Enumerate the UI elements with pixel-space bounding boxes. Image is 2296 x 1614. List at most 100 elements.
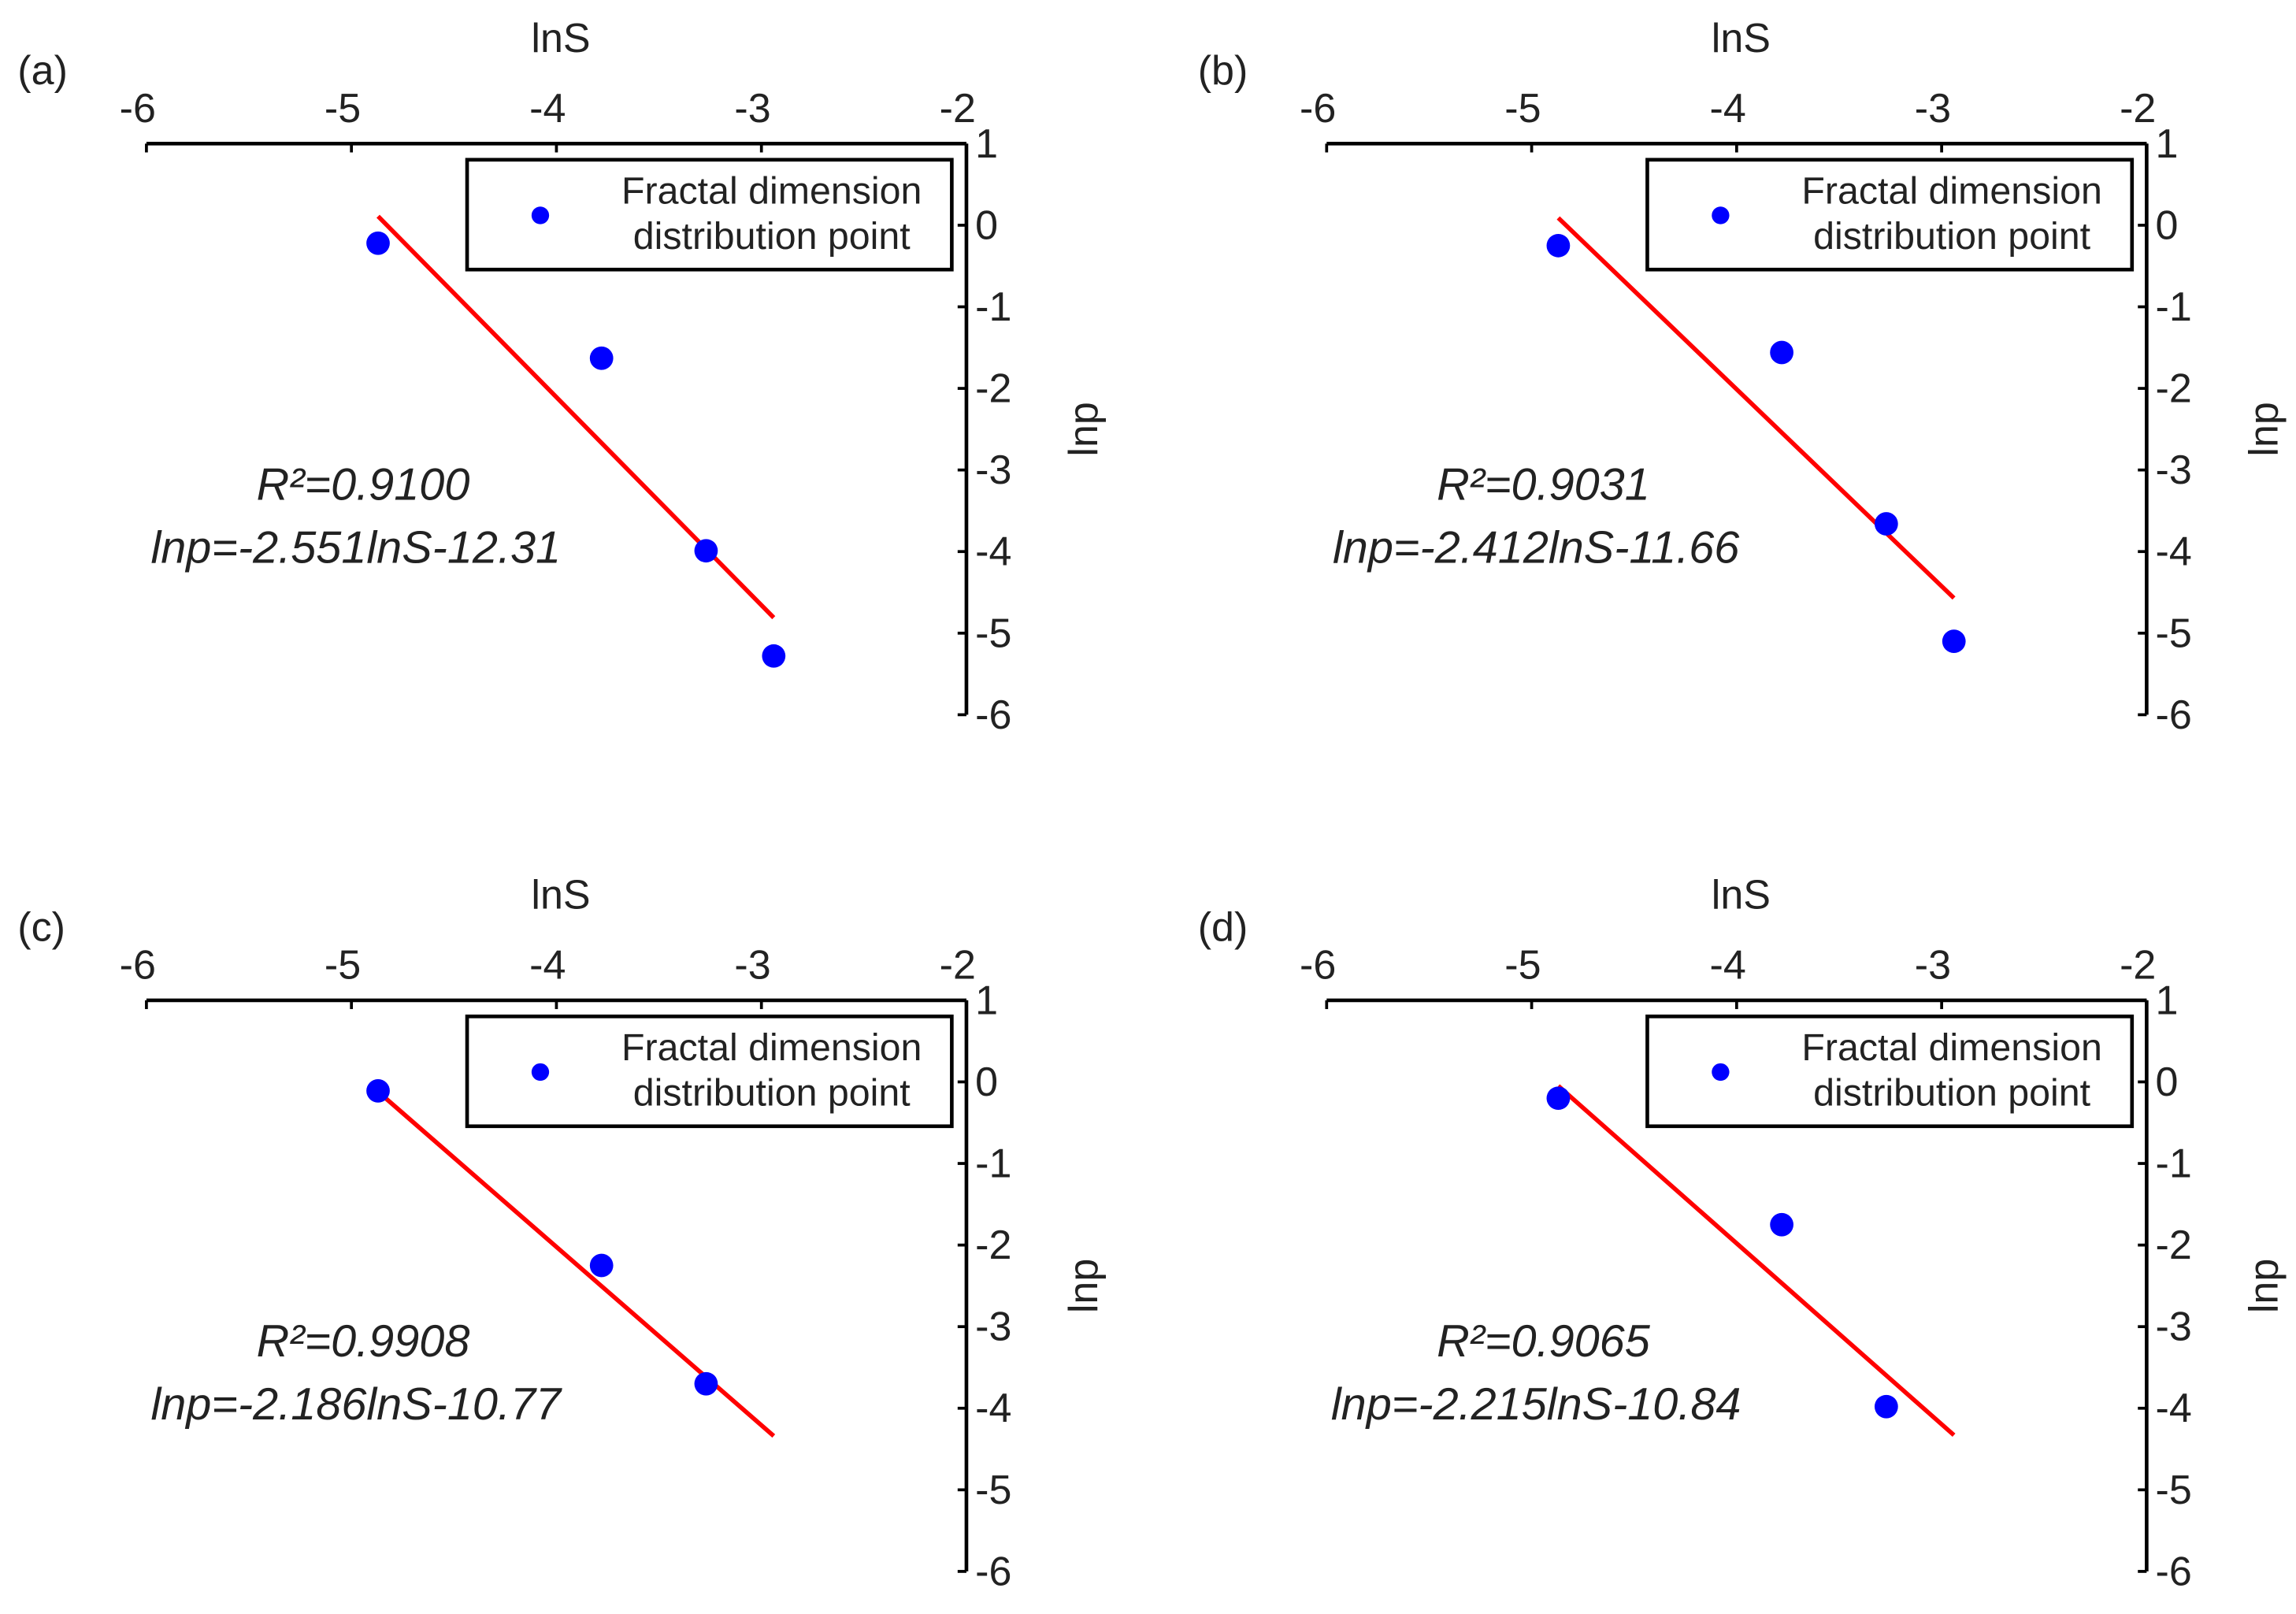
data-point — [1546, 233, 1571, 258]
x-tick-label: -4 — [1710, 86, 1746, 132]
panel-label: (c) — [17, 904, 65, 950]
annotation: R²=0.9100 — [257, 459, 470, 510]
y-axis-label: lnp — [1061, 1259, 1107, 1313]
x-tick-label: -4 — [529, 943, 566, 989]
x-tick-label: -6 — [120, 86, 156, 132]
x-tick-label: -6 — [1300, 943, 1336, 989]
y-tick-label: 1 — [975, 121, 998, 167]
x-tick-label: -2 — [940, 943, 976, 989]
y-tick-label: -1 — [2156, 284, 2192, 330]
legend-marker — [531, 1063, 550, 1082]
x-axis-label: lnS — [531, 16, 590, 61]
legend-entry: Fractal dimension distribution point — [621, 168, 922, 258]
y-axis-label: lnp — [2242, 402, 2287, 456]
panel-label: (b) — [1198, 48, 1248, 94]
y-tick-label: -2 — [975, 366, 1011, 412]
panel-label: (a) — [17, 48, 68, 94]
data-point — [589, 1253, 614, 1278]
y-axis-label: lnp — [1061, 402, 1107, 456]
y-tick-label: -6 — [975, 1549, 1011, 1594]
data-point — [1546, 1086, 1571, 1111]
x-axis-label: lnS — [1712, 16, 1771, 61]
panel: (a) lnS lnp -6 -5 -4 -3 -2 -6 -5 -4 -3 -2 -1 0 1 R²=0.91… — [17, 16, 1107, 738]
y-tick-label: 0 — [975, 202, 998, 248]
x-tick-label: -3 — [734, 86, 770, 132]
data-point — [366, 1078, 390, 1103]
y-tick-label: 1 — [2156, 121, 2179, 167]
y-tick-label: -3 — [975, 1304, 1011, 1350]
y-tick-label: -1 — [975, 284, 1011, 330]
x-tick-label: -6 — [120, 943, 156, 989]
y-tick-label: -4 — [975, 529, 1011, 575]
x-tick-label: -3 — [734, 943, 770, 989]
panel-label: (d) — [1198, 904, 1248, 950]
panel: (b) lnS lnp -6 -5 -4 -3 -2 -6 -5 -4 -3 -2 -1 0 1 R²=0.90… — [1198, 16, 2287, 738]
x-tick-label: -2 — [2120, 86, 2156, 132]
panel: (c) lnS lnp -6 -5 -4 -3 -2 -6 -5 -4 -3 -2 -1 0 1 R²=0.99… — [17, 873, 1107, 1595]
x-axis-label: lnS — [1712, 873, 1771, 918]
legend-entry: Fractal dimension distribution point — [1801, 1025, 2102, 1115]
y-tick-label: -2 — [2156, 1223, 2192, 1268]
y-tick-label: 1 — [2156, 978, 2179, 1023]
legend-label: Fractal dimension distribution point — [621, 1025, 922, 1115]
y-tick-label: -1 — [975, 1141, 1011, 1187]
data-point — [589, 346, 614, 370]
y-tick-label: -5 — [975, 610, 1011, 656]
x-tick-label: -2 — [940, 86, 976, 132]
y-tick-label: -3 — [2156, 447, 2192, 493]
y-tick-label: 0 — [975, 1059, 998, 1105]
y-tick-label: -3 — [2156, 1304, 2192, 1350]
data-point — [1770, 340, 1793, 365]
y-tick-label: -6 — [2156, 1549, 2192, 1594]
y-tick-label: 0 — [2156, 202, 2179, 248]
annotation: R²=0.9908 — [257, 1316, 470, 1367]
y-tick-label: -4 — [2156, 529, 2192, 575]
x-tick-label: -5 — [1504, 86, 1541, 132]
legend-marker — [531, 206, 550, 224]
y-axis-label: lnp — [2242, 1259, 2287, 1313]
data-point — [1874, 512, 1898, 536]
y-tick-label: 0 — [2156, 1059, 2179, 1105]
legend-marker — [1712, 1063, 1730, 1082]
x-tick-label: -4 — [529, 86, 566, 132]
y-tick-label: -5 — [2156, 1467, 2192, 1513]
y-tick-label: -2 — [975, 1223, 1011, 1268]
fit-line — [1556, 1084, 1956, 1438]
x-tick-label: -3 — [1915, 943, 1951, 989]
y-tick-label: -6 — [975, 692, 1011, 738]
legend-label: Fractal dimension distribution point — [1801, 1025, 2102, 1115]
data-point — [1770, 1212, 1793, 1237]
panel: (d) lnS lnp -6 -5 -4 -3 -2 -6 -5 -4 -3 -2 -1 0 1 R²=0.90… — [1198, 873, 2287, 1595]
x-axis-label: lnS — [531, 873, 590, 918]
annotation: lnp=-2.551lnS-12.31 — [150, 522, 561, 573]
x-tick-label: -2 — [2120, 943, 2156, 989]
legend-label: Fractal dimension distribution point — [1801, 168, 2102, 258]
x-tick-label: -5 — [1504, 943, 1541, 989]
legend-marker — [1712, 206, 1730, 224]
data-point — [1942, 629, 1966, 654]
legend-entry: Fractal dimension distribution point — [1801, 168, 2102, 258]
y-tick-label: -3 — [975, 447, 1011, 493]
legend-label: Fractal dimension distribution point — [621, 168, 922, 258]
y-tick-label: -2 — [2156, 366, 2192, 412]
x-tick-label: -3 — [1915, 86, 1951, 132]
x-tick-label: -5 — [325, 86, 361, 132]
annotation: R²=0.9065 — [1437, 1316, 1651, 1367]
y-tick-label: -4 — [975, 1386, 1011, 1431]
y-tick-label: -5 — [975, 1467, 1011, 1513]
annotation: lnp=-2.412lnS-11.66 — [1333, 522, 1740, 573]
annotation: lnp=-2.215lnS-10.84 — [1331, 1379, 1741, 1430]
data-point — [1874, 1394, 1898, 1419]
y-tick-label: -1 — [2156, 1141, 2192, 1187]
data-point — [694, 1371, 718, 1396]
y-tick-label: -6 — [2156, 692, 2192, 738]
y-tick-label: -5 — [2156, 610, 2192, 656]
annotation: R²=0.9031 — [1437, 459, 1650, 510]
y-tick-label: -4 — [2156, 1386, 2192, 1431]
x-tick-label: -5 — [325, 943, 361, 989]
legend-entry: Fractal dimension distribution point — [621, 1025, 922, 1115]
annotation: lnp=-2.186lnS-10.77 — [150, 1379, 562, 1430]
x-tick-label: -6 — [1300, 86, 1336, 132]
y-tick-label: 1 — [975, 978, 998, 1023]
